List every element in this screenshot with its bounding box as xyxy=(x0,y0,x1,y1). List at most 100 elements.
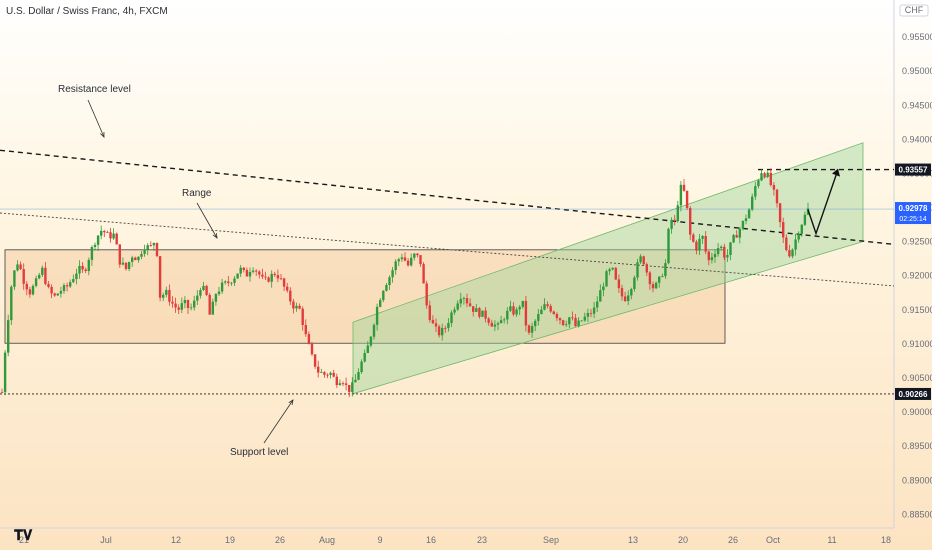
candle-body xyxy=(676,205,679,222)
candle-body xyxy=(425,283,428,306)
candle-body xyxy=(317,366,320,373)
candle-body xyxy=(614,267,617,280)
candle-body xyxy=(596,301,599,308)
candle-body xyxy=(186,300,190,309)
candle-body xyxy=(608,269,611,272)
candle-body xyxy=(162,294,165,298)
candle-body xyxy=(633,277,636,289)
candle-body xyxy=(782,222,785,238)
candle-body xyxy=(289,290,292,302)
candle-body xyxy=(726,254,729,258)
candle-body xyxy=(360,361,363,373)
candle-body xyxy=(772,185,776,190)
candle-body xyxy=(84,269,87,271)
level-price-label: 0.93557 xyxy=(899,166,928,175)
candle-body xyxy=(769,172,772,186)
candle-body xyxy=(661,276,664,277)
candle-body xyxy=(189,307,193,309)
candle-body xyxy=(59,291,63,294)
candle-body xyxy=(168,289,171,302)
candles xyxy=(0,168,810,398)
time-tick-label: 21 xyxy=(19,535,29,545)
candle-body xyxy=(87,259,90,271)
candle-body xyxy=(540,309,543,315)
candle-body xyxy=(31,285,35,295)
price-tick-label: 0.89000 xyxy=(902,475,932,485)
candle-body xyxy=(620,288,624,297)
candle-body xyxy=(506,310,509,320)
candle-body xyxy=(456,303,459,310)
candle-body xyxy=(137,256,140,261)
candle-body xyxy=(534,320,537,327)
candle-body xyxy=(685,190,689,209)
candle-body xyxy=(571,317,574,319)
candle-body xyxy=(713,254,717,258)
candle-body xyxy=(751,196,754,210)
candle-body xyxy=(561,320,565,326)
candle-body xyxy=(255,270,258,272)
candle-body xyxy=(50,286,53,294)
candle-body xyxy=(379,300,382,307)
candle-body xyxy=(118,244,121,265)
candle-body xyxy=(642,256,645,265)
candle-body xyxy=(282,278,286,287)
candle-body xyxy=(592,307,596,314)
candle-body xyxy=(512,306,515,315)
candle-body xyxy=(701,235,704,239)
candle-body xyxy=(292,301,295,309)
time-tick-label: 16 xyxy=(426,535,436,545)
candle-body xyxy=(803,214,807,225)
time-tick-label: 11 xyxy=(827,535,836,545)
candle-body xyxy=(155,242,159,257)
candle-body xyxy=(410,257,413,266)
candle-body xyxy=(171,301,174,304)
candle-body xyxy=(131,257,134,262)
candle-body xyxy=(459,298,462,304)
candle-body xyxy=(738,228,741,238)
candle-body xyxy=(205,285,208,295)
candle-body xyxy=(689,208,692,235)
candle-body xyxy=(543,304,546,310)
candle-body xyxy=(437,326,441,336)
candle-body xyxy=(602,286,605,291)
price-tick-label: 0.95500 xyxy=(902,32,932,42)
candle-body xyxy=(81,265,84,270)
candle-body xyxy=(326,374,329,376)
time-tick-label: 12 xyxy=(171,535,181,545)
candle-body xyxy=(100,230,103,236)
candle-body xyxy=(41,267,44,275)
candle-body xyxy=(518,306,521,310)
candle-body xyxy=(490,322,493,327)
candle-body xyxy=(419,255,422,265)
candle-body xyxy=(648,272,652,285)
candle-body xyxy=(19,264,22,270)
candle-body xyxy=(704,235,707,252)
candle-body xyxy=(149,245,152,246)
candle-body xyxy=(707,251,710,261)
candle-body xyxy=(264,276,267,278)
time-tick-label: Sep xyxy=(543,535,559,545)
candle-body xyxy=(400,257,404,260)
candle-body xyxy=(695,241,698,251)
candle-body xyxy=(369,336,373,346)
current-price-label: 0.92978 xyxy=(899,204,928,213)
candle-body xyxy=(279,278,283,280)
candle-body xyxy=(682,184,686,191)
candle-body xyxy=(555,313,559,319)
candle-body xyxy=(199,290,202,296)
candle-body xyxy=(301,308,304,326)
candle-body xyxy=(478,308,481,317)
candle-body xyxy=(332,372,335,377)
candle-body xyxy=(794,239,797,250)
candle-body xyxy=(499,320,503,324)
countdown-label: 02:25:14 xyxy=(899,216,926,223)
candle-body xyxy=(586,312,590,317)
candle-body xyxy=(357,372,360,380)
candle-body xyxy=(413,253,416,258)
candle-body xyxy=(617,279,621,289)
candle-body xyxy=(72,279,75,283)
candle-body xyxy=(313,354,317,367)
candle-body xyxy=(546,304,549,307)
